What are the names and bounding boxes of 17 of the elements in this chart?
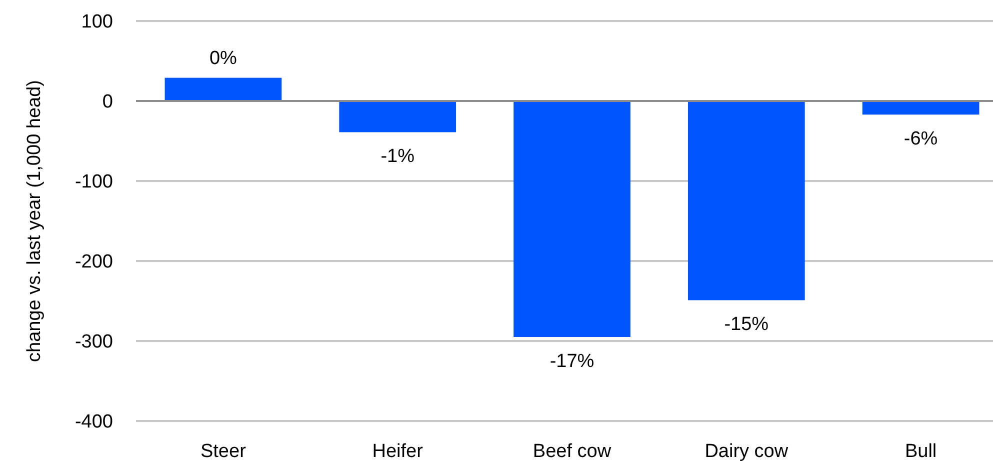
annotation: -6% [904,128,938,150]
y-axis-title: change vs. last year (1,000 head) [24,80,45,362]
x-tick-label: Heifer [372,441,424,461]
annotation: -15% [724,314,769,336]
x-tick-label: Beef cow [532,441,612,461]
y-tick-label: 0 [102,92,113,113]
x-tick-label: Dairy cow [704,441,788,461]
x-tick-label: Bull [904,441,937,461]
annotation: -1% [380,146,415,168]
y-tick-label: 100 [81,12,113,33]
annotation: -17% [550,351,594,372]
y-tick-label: -100 [74,172,113,193]
x-tick-label: Steer [200,441,247,461]
annotation: 0% [209,48,238,69]
y-tick-label: -400 [74,412,113,433]
y-tick-label: -300 [74,332,113,353]
y-tick-label: -200 [74,252,113,273]
